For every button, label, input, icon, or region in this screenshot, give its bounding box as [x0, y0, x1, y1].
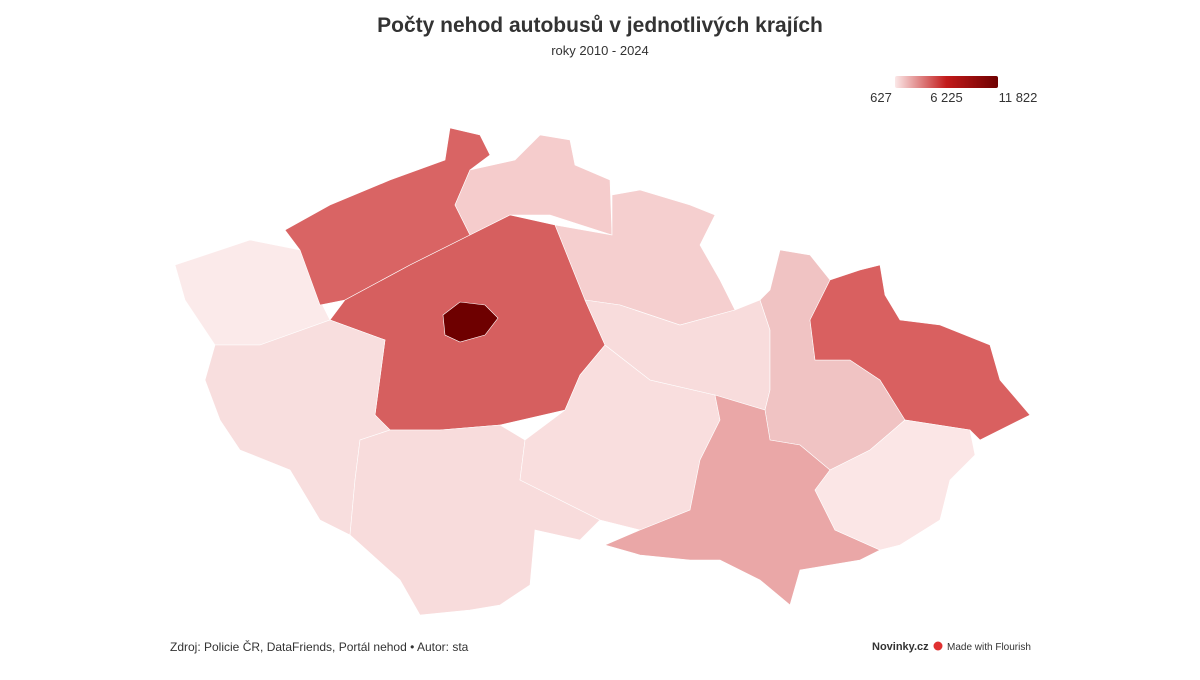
map	[174, 127, 1031, 616]
subtitle: roky 2010 - 2024	[551, 43, 649, 58]
legend-gradient	[895, 76, 998, 88]
legend-label: 6 225	[930, 90, 963, 105]
legend-label: 11 822	[999, 90, 1038, 105]
region	[604, 394, 881, 606]
title: Počty nehod autobusů v jednotlivých kraj…	[377, 14, 823, 37]
source: Zdroj: Policie ČR, DataFriends, Portál n…	[170, 639, 469, 654]
flourish-icon	[933, 641, 943, 651]
region	[442, 301, 499, 343]
region	[809, 264, 1031, 441]
legend-label: 627	[870, 90, 892, 105]
credit[interactable]: Made with Flourish	[947, 642, 1031, 653]
brand[interactable]: Novinky.cz	[872, 641, 929, 653]
region	[349, 424, 601, 616]
legend-labels: 627 6 225 11 822	[870, 90, 1037, 105]
region	[814, 419, 976, 551]
